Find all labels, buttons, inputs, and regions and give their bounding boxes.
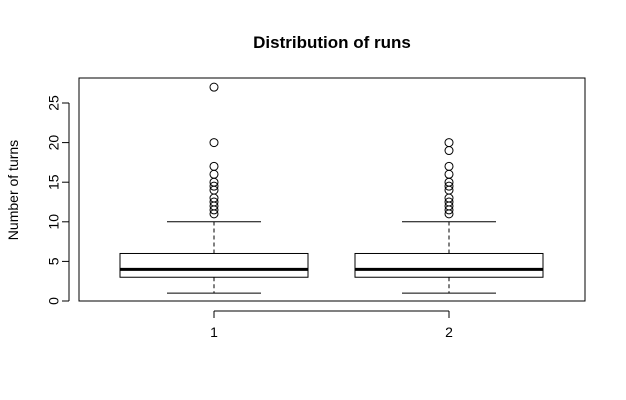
boxplot-2 xyxy=(354,138,544,294)
boxplot-1 xyxy=(119,82,309,294)
chart-title: Distribution of runs xyxy=(253,33,411,52)
outlier-point xyxy=(444,161,454,171)
outlier-point xyxy=(209,181,219,191)
outlier-point xyxy=(444,169,454,179)
y-axis-label: Number of turns xyxy=(5,140,21,240)
x-tick-label: 1 xyxy=(210,324,218,340)
outlier-point xyxy=(209,82,219,92)
outlier-point xyxy=(444,181,454,191)
y-tick-label: 20 xyxy=(46,135,62,151)
outlier-point xyxy=(209,169,219,179)
outlier-point xyxy=(209,161,219,171)
boxes-group xyxy=(119,82,544,294)
plot-frame xyxy=(78,77,586,302)
y-tick-label: 25 xyxy=(46,95,62,111)
y-tick-label: 0 xyxy=(46,297,62,305)
outlier-point xyxy=(444,146,454,156)
outlier-point xyxy=(444,138,454,148)
outlier-point xyxy=(209,197,219,207)
iqr-box xyxy=(119,252,309,278)
x-tick-label: 2 xyxy=(445,324,453,340)
y-tick-label: 5 xyxy=(46,257,62,265)
outlier-point xyxy=(209,138,219,148)
iqr-box xyxy=(354,252,544,278)
y-tick-label: 10 xyxy=(46,214,62,230)
y-axis: 0 5 10 15 20 25 xyxy=(46,95,70,305)
outlier-point xyxy=(444,197,454,207)
y-tick-label: 15 xyxy=(46,174,62,190)
